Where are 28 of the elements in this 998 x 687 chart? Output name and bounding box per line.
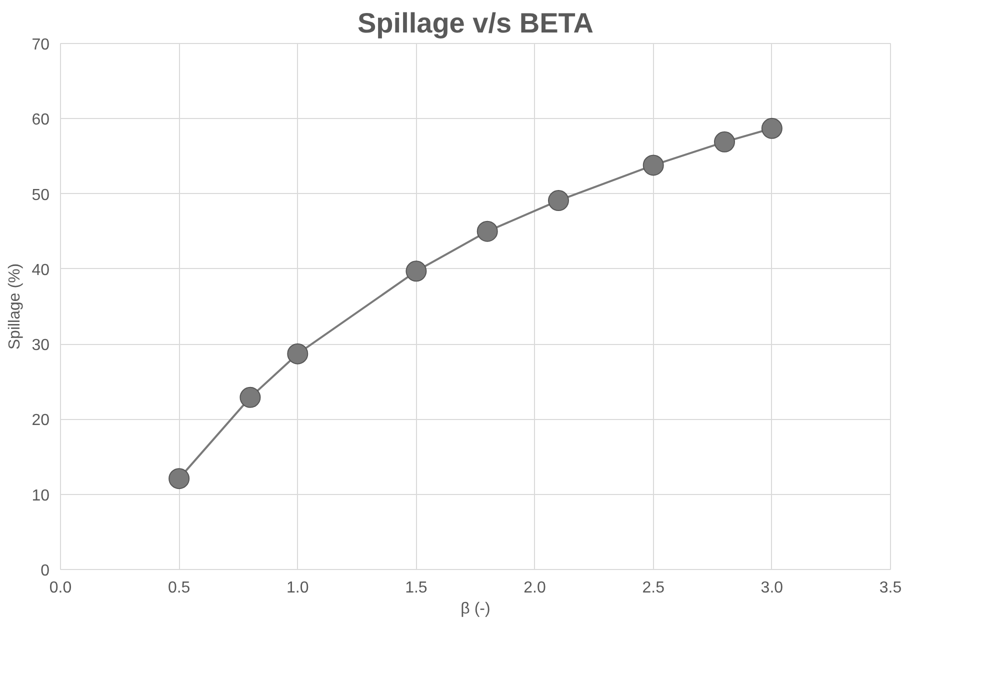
point [476,220,498,242]
y-tick-label: 30 [32,337,50,354]
x-tick-label: 3.5 [879,580,902,596]
y-tick-label: 0 [40,562,50,580]
y-tick-label: 70 [32,36,50,54]
x-tick-label: 0.0 [49,580,72,596]
y-tick-label: 60 [32,112,50,129]
y-tick-label: 50 [32,186,50,204]
chart-title: Spillage v/s BETA [358,8,594,38]
x-tick-label: 3.0 [760,580,784,596]
point [642,154,664,176]
y-tick-label: 40 [32,262,50,279]
x-axis-title: β (-) [460,600,490,618]
point [714,131,735,152]
y-tick-label: 20 [32,412,50,430]
x-tick-label: 2.5 [642,580,665,596]
y-tick-label: 10 [32,487,50,504]
x-tick-label: 0.5 [168,580,190,596]
y-axis-title: Spillage (%) [6,263,24,350]
x-tick-label: 2.0 [524,580,546,596]
point [548,190,569,212]
point [406,260,427,282]
x-tick-label: 1.0 [286,580,309,596]
point [240,386,261,408]
point [168,468,190,490]
point [287,343,308,364]
point [761,118,782,139]
x-tick-label: 1.5 [405,580,428,596]
